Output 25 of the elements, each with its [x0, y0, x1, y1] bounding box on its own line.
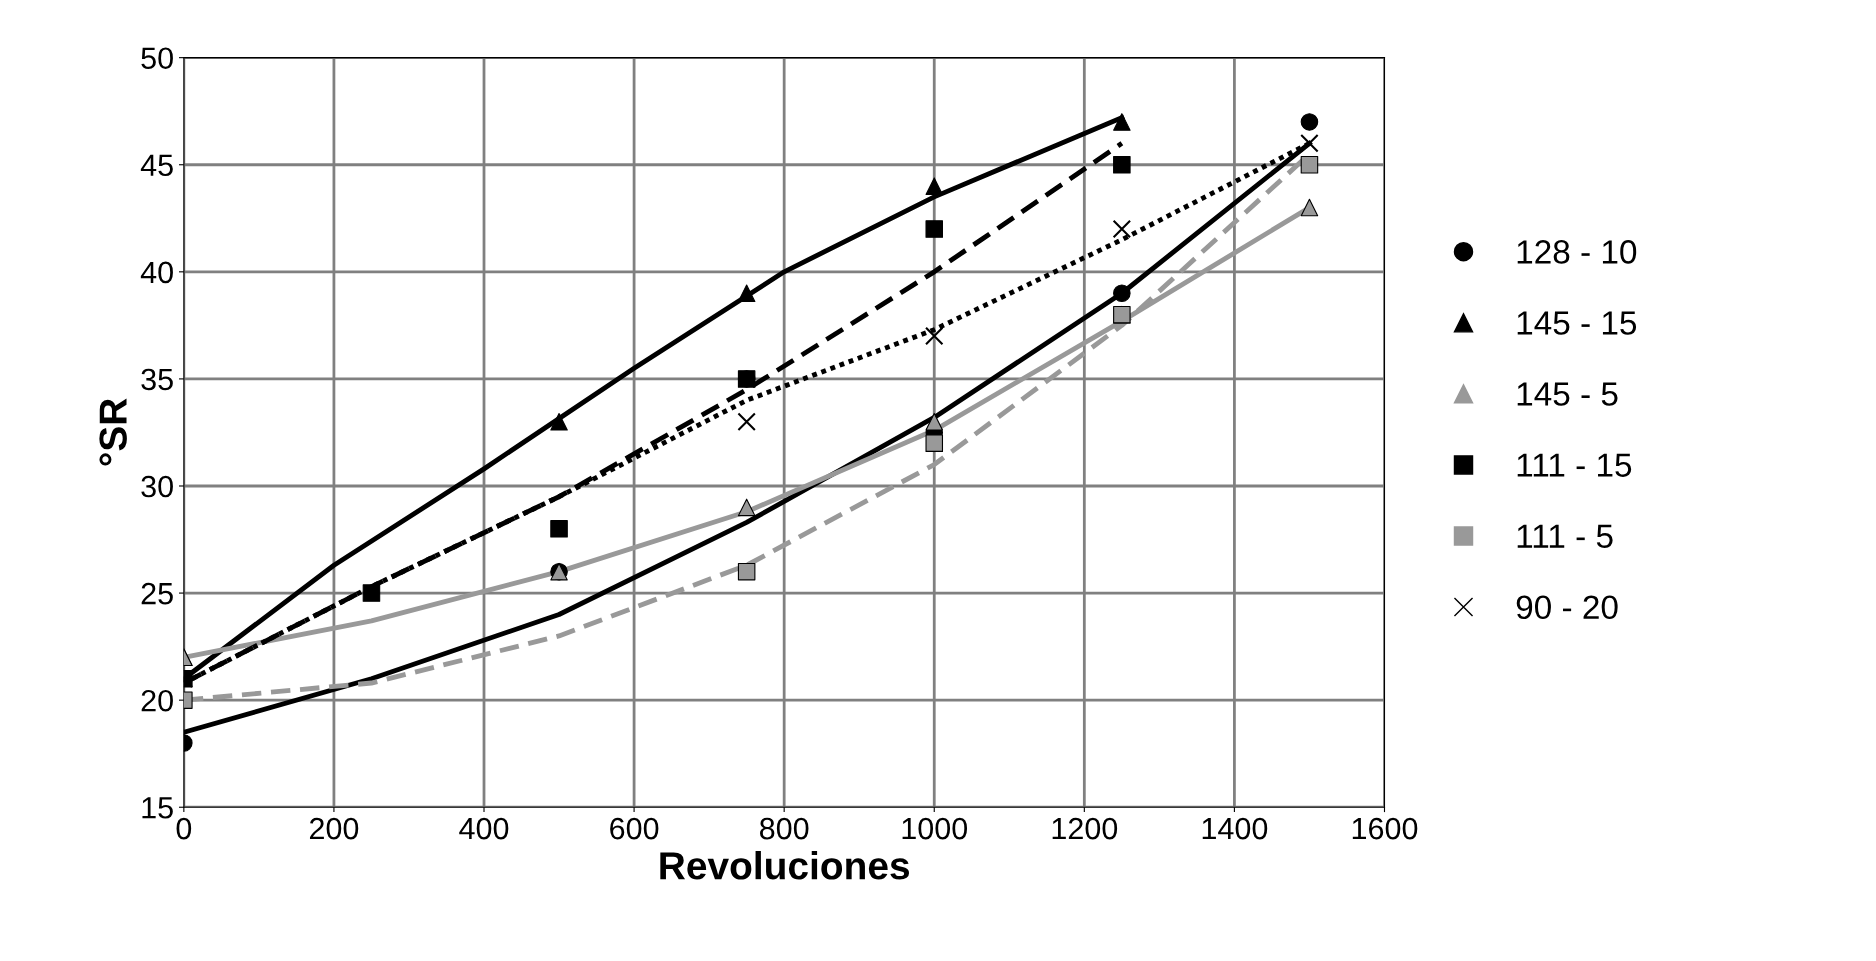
- x-tick-label: 1600: [1352, 817, 1418, 840]
- x-axis-title: Revoluciones: [660, 851, 910, 880]
- legend-label: 111 - 15: [1517, 453, 1632, 477]
- y-tick-label: 15: [142, 797, 173, 819]
- y-tick-label: 30: [141, 475, 173, 498]
- x-tick-label: 1400: [1202, 817, 1268, 840]
- legend-label: 145 - 15: [1517, 311, 1637, 335]
- x-tick-label: 1200: [1052, 817, 1118, 840]
- x-tick-label: 1000: [902, 817, 968, 840]
- y-tick-label: 40: [140, 261, 173, 284]
- y-tick-label: 25: [141, 582, 173, 605]
- y-tick-label: 35: [141, 368, 173, 391]
- x-tick-label: 600: [610, 817, 659, 840]
- legend-label: 128 - 10: [1517, 240, 1637, 264]
- y-tick-label: 20: [141, 689, 173, 712]
- legend-label: 111 - 5: [1517, 524, 1613, 549]
- x-tick-label: 200: [309, 817, 359, 840]
- y-tick-label: 50: [141, 47, 173, 70]
- x-tick-label: 0: [176, 817, 192, 840]
- x-tick-label: 400: [459, 817, 509, 840]
- legend-label: 90 - 20: [1516, 595, 1618, 620]
- x-tick-label: 800: [760, 817, 809, 840]
- y-axis-title: °SR: [99, 398, 127, 466]
- y-tick-label: 45: [140, 154, 173, 177]
- legend-label: 145 - 5: [1517, 382, 1618, 406]
